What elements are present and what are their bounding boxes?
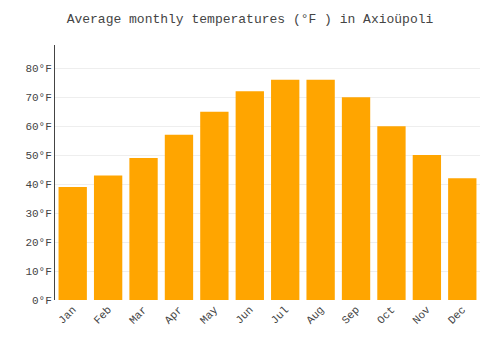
svg-text:Jan: Jan (56, 304, 78, 326)
svg-text:50°F: 50°F (25, 150, 51, 162)
svg-text:70°F: 70°F (25, 92, 51, 104)
svg-text:Oct: Oct (375, 304, 397, 326)
svg-text:Average monthly temperatures (: Average monthly temperatures (°F ) in Ax… (67, 12, 434, 27)
svg-text:Sep: Sep (340, 304, 362, 326)
svg-text:May: May (198, 304, 221, 327)
svg-text:Jun: Jun (233, 304, 255, 326)
svg-text:80°F: 80°F (25, 63, 51, 75)
svg-text:Dec: Dec (446, 304, 468, 326)
svg-text:60°F: 60°F (25, 121, 51, 133)
svg-text:30°F: 30°F (25, 208, 51, 220)
svg-text:20°F: 20°F (25, 237, 51, 249)
svg-text:Aug: Aug (304, 304, 326, 326)
svg-text:0°F: 0°F (32, 295, 52, 307)
svg-text:Apr: Apr (162, 304, 184, 326)
svg-text:Feb: Feb (92, 304, 114, 326)
svg-text:10°F: 10°F (25, 266, 51, 278)
svg-text:Mar: Mar (127, 304, 149, 326)
svg-text:Nov: Nov (410, 304, 433, 327)
svg-text:40°F: 40°F (25, 179, 51, 191)
svg-text:Jul: Jul (269, 304, 291, 326)
